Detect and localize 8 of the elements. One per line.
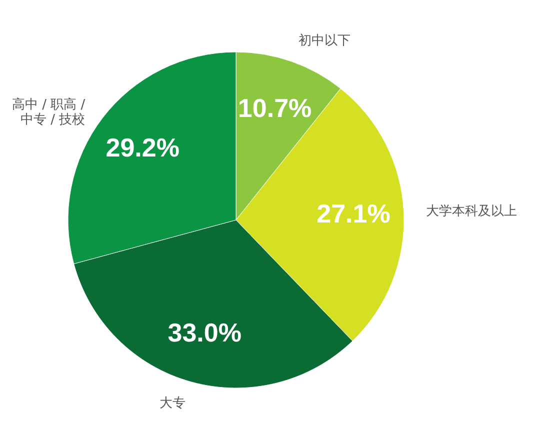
slice-label: 大学本科及以上 xyxy=(426,204,517,220)
data-label: 10.7% xyxy=(238,92,312,123)
data-label: 29.2% xyxy=(106,132,180,163)
slice-label: 大专 xyxy=(159,396,186,412)
data-label: 27.1% xyxy=(316,198,390,228)
slice-label: 高中 / 职高 / 中专 / 技校 xyxy=(12,96,86,128)
slice-label: 初中以下 xyxy=(298,34,351,49)
data-label: 33.0% xyxy=(168,317,242,348)
